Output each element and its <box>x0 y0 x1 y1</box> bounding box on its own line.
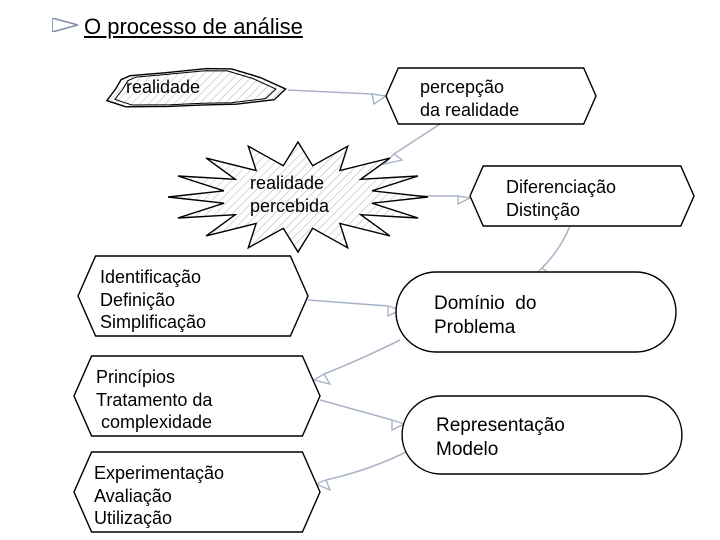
node-identif-label: Identificação Definição Simplificação <box>100 266 206 334</box>
node-realidade: realidade <box>88 62 288 116</box>
node-experim-label: Experimentação Avaliação Utilização <box>94 462 224 530</box>
c-repres-experim <box>326 452 406 480</box>
node-principios: Princípios Tratamento da complexidade <box>74 356 320 436</box>
node-dominio-label: Domínio do Problema <box>434 292 536 340</box>
c-dominio-principios <box>324 340 400 374</box>
node-principios-label: Princípios Tratamento da complexidade <box>96 366 212 434</box>
c-realidade-percepcao-head <box>372 94 386 104</box>
c-realidade-percepcao <box>288 90 372 94</box>
node-identif: Identificação Definição Simplificação <box>78 256 308 336</box>
node-represent-label: Representação Modelo <box>436 414 565 462</box>
node-realidade-label: realidade <box>126 76 200 99</box>
c-diferenc-dominio <box>542 226 570 268</box>
node-represent: Representação Modelo <box>406 396 678 474</box>
node-diferenc: Diferenciação Distinção <box>470 166 694 226</box>
node-experim: Experimentação Avaliação Utilização <box>74 452 320 532</box>
c-principios-repres <box>320 400 392 420</box>
node-percepcao: percepção da realidade <box>386 68 596 124</box>
node-diferenc-label: Diferenciação Distinção <box>506 176 616 221</box>
node-dominio: Domínio do Problema <box>400 272 672 352</box>
node-percepcao-label: percepção da realidade <box>420 76 519 121</box>
node-percebida: realidade percebida <box>168 142 428 252</box>
node-percebida-label: realidade percebida <box>250 172 329 217</box>
c-identif-dominio <box>308 300 388 306</box>
c-percebida-diferenc-head <box>458 196 470 204</box>
